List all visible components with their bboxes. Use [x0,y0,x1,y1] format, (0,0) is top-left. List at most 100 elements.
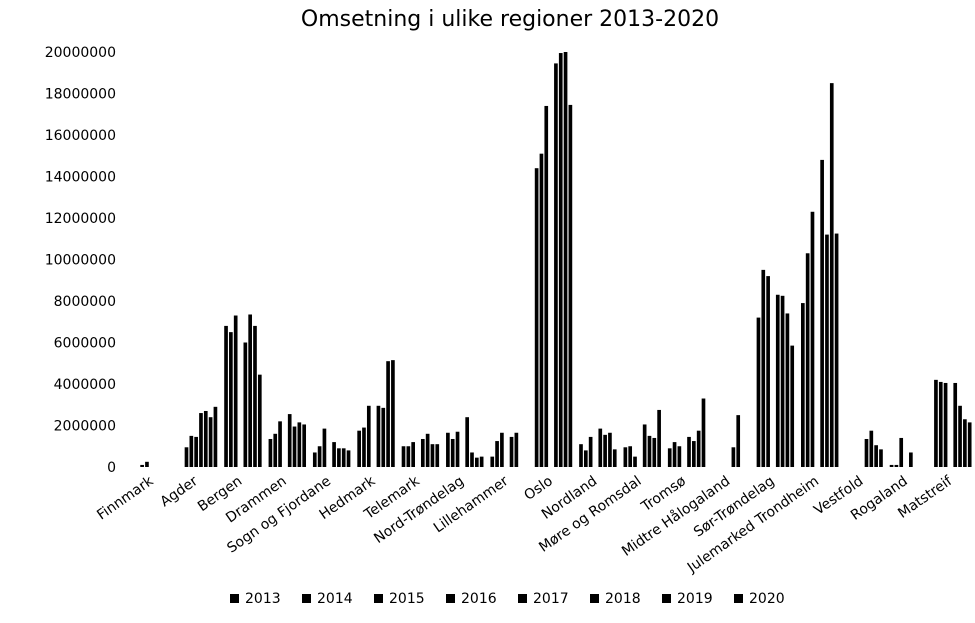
legend-swatch [446,594,455,603]
legend-label: 2018 [605,591,641,607]
bar-2017 [554,63,558,467]
bar-2014 [672,442,677,467]
bar-2018 [958,405,962,467]
bar-2017 [420,438,425,467]
bar-2015 [145,461,149,467]
y-tick-label: 10000000 [45,253,116,269]
bar-2018 [647,435,652,468]
bar-2013 [401,446,406,467]
y-tick-label: 6000000 [54,336,116,352]
bar-2020 [213,406,218,467]
bar-2018 [869,430,874,467]
bar-2014 [805,253,810,467]
bar-2018 [780,295,785,467]
legend-label: 2014 [317,591,353,607]
bar-2020 [568,104,573,467]
bar-2017 [287,414,292,467]
legend-label: 2013 [245,591,281,607]
bar-2015 [233,315,238,467]
bars [140,52,972,468]
y-tick-label: 20000000 [45,45,116,61]
bar-2018 [603,434,607,467]
bar-2018 [825,234,829,467]
bar-2017 [598,428,603,467]
bar-2017 [642,424,647,467]
bar-2018 [692,441,696,467]
legend-swatch [590,594,599,603]
y-tick-label: 18000000 [45,87,116,103]
bar-2020 [967,422,972,467]
bar-2019 [608,432,612,467]
bar-2018 [736,415,741,468]
bar-2014 [273,433,278,467]
bar-2019 [253,325,257,467]
y-tick-label: 14000000 [45,170,116,186]
bar-2017 [465,417,470,467]
bar-2019 [874,445,878,467]
x-tick-label: Finnmark [94,473,157,524]
bar-2013 [534,168,539,467]
bar-2018 [203,410,208,467]
bar-2013 [667,448,672,467]
bar-2013 [889,464,894,467]
bar-2015 [677,446,682,467]
bar-2017 [199,413,203,467]
y-tick-label: 2000000 [54,419,116,435]
bar-2018 [514,432,519,467]
bar-2019 [785,313,790,467]
bar-2016 [194,436,198,467]
legend-swatch [734,594,743,603]
bar-2015 [544,105,549,467]
bar-2018 [470,452,474,467]
bar-2020 [790,345,795,467]
bar-2015 [322,428,327,467]
bar-2015 [943,382,948,467]
bar-2017 [509,436,514,467]
x-tick-label: Agder [157,473,201,510]
bar-2013 [357,430,361,467]
legend-swatch [374,594,383,603]
bar-2019 [341,448,346,467]
bar-2013 [446,432,450,467]
bar-2017 [953,382,958,467]
bar-2015 [189,435,194,468]
bar-2017 [332,442,336,467]
bar-2014 [495,441,499,467]
legend: 2013 2014 2015 2016 2017 2018 2019 2020 [230,591,785,607]
bar-2019 [563,52,568,467]
bar-2013 [224,325,228,467]
bar-2017 [820,159,824,467]
bar-2017 [687,436,691,467]
bar-2019 [829,83,834,468]
legend-label: 2019 [677,591,713,607]
bar-2014 [539,153,544,467]
bar-2020 [391,360,395,467]
bar-2014 [894,464,899,467]
legend-swatch [230,594,239,603]
bar-2015 [278,421,282,467]
legend-label: 2017 [533,591,569,607]
y-tick-label: 16000000 [45,128,116,144]
bar-2013 [934,379,938,467]
bar-2019 [696,430,701,467]
bar-2020 [257,374,262,467]
bar-2015 [810,211,815,467]
legend-swatch [518,594,527,603]
bar-2013 [801,303,805,467]
bar-2014 [406,446,411,467]
bar-2020 [346,450,351,467]
bar-2019 [652,437,657,467]
bar-2019 [430,444,435,467]
bar-2017 [864,438,869,467]
bar-2018 [558,53,563,467]
bar-2014 [317,446,322,467]
y-tick-label: 4000000 [54,377,116,393]
bar-2015 [500,432,504,467]
bar-2017 [243,342,248,467]
legend-swatch [662,594,671,603]
bar-2019 [297,422,302,467]
bar-2014 [938,381,943,467]
bar-2015 [588,436,593,467]
